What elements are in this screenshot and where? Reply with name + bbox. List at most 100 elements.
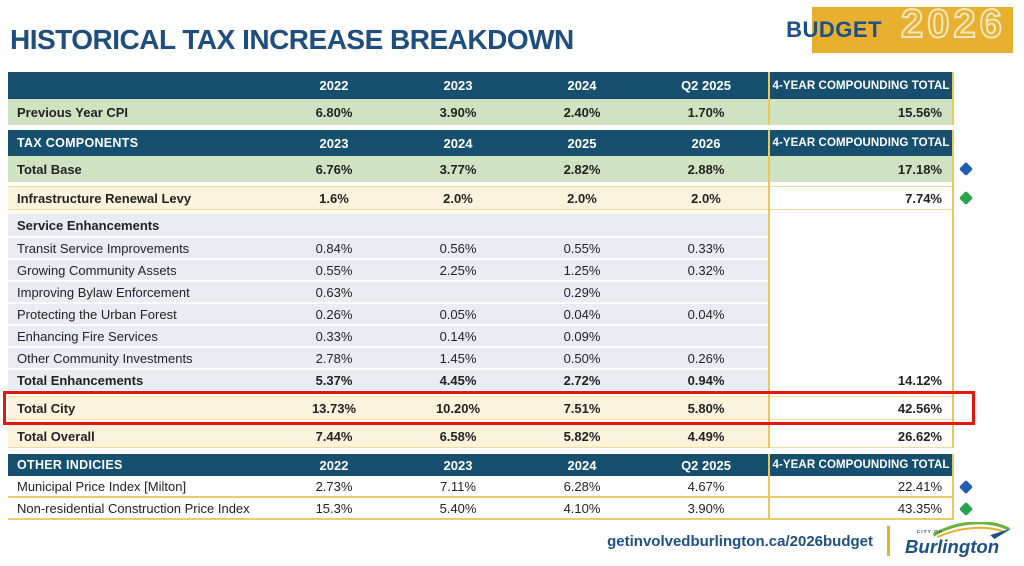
value-cell: 10.20% — [435, 400, 481, 416]
value-cell: 0.55% — [563, 240, 601, 256]
total-cell: 17.18% — [897, 161, 942, 177]
value-cell: 1.6% — [319, 190, 349, 206]
value-cell: 5.40% — [439, 500, 477, 516]
budget-logo-gold-box — [812, 7, 1013, 53]
row-label: Enhancing Fire Services — [17, 328, 158, 344]
total-cell — [768, 238, 954, 258]
value-cell: 0.04% — [687, 306, 725, 322]
column-header: 4-YEAR COMPOUNDING TOTAL — [772, 459, 950, 471]
table-section-title: OTHER INDICIES — [17, 458, 123, 472]
column-header: 2023 — [443, 457, 473, 473]
table-row: Previous Year CPI 6.80% 3.90% 2.40% 1.70% 15.… — [8, 99, 954, 125]
logo-swoosh-green — [932, 522, 1010, 537]
column-header: 4-YEAR COMPOUNDING TOTAL — [772, 137, 950, 149]
table-row: Enhancing Fire Services 0.33% 0.14% 0.09% — [8, 326, 954, 348]
column-header: Q2 2025 — [681, 457, 731, 473]
value-cell: 6.76% — [315, 161, 353, 177]
value-cell: 6.58% — [439, 428, 477, 444]
row-label: Total City — [17, 400, 76, 416]
value-cell: 0.29% — [563, 284, 601, 300]
table-section-title: TAX COMPONENTS — [17, 136, 139, 150]
value-cell: 3.90% — [439, 104, 477, 120]
table-row: Total Enhancements 5.37% 4.45% 2.72% 0.94% 14… — [8, 370, 954, 392]
value-cell — [644, 282, 768, 302]
burlington-logo: CITY OF Burlington — [905, 522, 1012, 557]
total-cell — [768, 326, 954, 346]
value-cell: 0.05% — [439, 306, 477, 322]
row-label: Transit Service Improvements — [17, 240, 190, 256]
total-cell: 7.74% — [768, 187, 954, 209]
table-row: Other Community Investments 2.78% 1.45% 0.5… — [8, 348, 954, 370]
value-cell: 6.28% — [563, 478, 601, 494]
column-header: 2024 — [443, 135, 473, 151]
total-cell: 43.35% — [897, 500, 942, 516]
value-cell: 2.82% — [563, 161, 601, 177]
table-tax-components: TAX COMPONENTS 2023 2024 2025 2026 4-YEAR COM… — [8, 130, 954, 448]
value-cell: 4.49% — [687, 428, 725, 444]
column-header: Q2 2025 — [681, 78, 731, 93]
budget-logo-word: BUDGET — [786, 17, 882, 42]
value-cell: 7.44% — [315, 428, 353, 444]
value-cell — [644, 326, 768, 346]
value-cell: 0.63% — [315, 284, 353, 300]
row-label: Growing Community Assets — [17, 262, 177, 278]
value-cell — [396, 214, 520, 236]
row-label: Total Base — [17, 161, 82, 177]
value-cell: 7.51% — [563, 400, 601, 416]
value-cell: 0.55% — [315, 262, 353, 278]
row-label: Infrastructure Renewal Levy — [17, 190, 192, 206]
column-header: 2022 — [319, 457, 349, 473]
table-other-indicies: OTHER INDICIES 2022 2023 2024 Q2 2025 4-YEAR … — [8, 454, 954, 520]
value-cell: 2.40% — [563, 104, 601, 120]
value-cell — [272, 214, 396, 236]
value-cell: 5.37% — [315, 372, 353, 388]
value-cell: 0.56% — [439, 240, 477, 256]
total-column-left-border — [768, 130, 770, 448]
value-cell: 2.0% — [567, 190, 597, 206]
value-cell: 13.73% — [311, 400, 357, 416]
row-label: Protecting the Urban Forest — [17, 306, 177, 322]
row-gap — [8, 210, 954, 214]
value-cell: 4.10% — [563, 500, 601, 516]
table-row: Service Enhancements — [8, 214, 954, 238]
green-diamond-icon — [958, 501, 974, 517]
value-cell: 7.11% — [440, 478, 476, 494]
column-header: 2023 — [443, 78, 473, 93]
column-header: 2026 — [691, 135, 721, 151]
value-cell: 15.3% — [315, 500, 353, 516]
column-header: 2022 — [319, 78, 349, 93]
column-header: 4-YEAR COMPOUNDING TOTAL — [772, 79, 950, 92]
total-cell — [768, 348, 954, 368]
total-column-right-border — [952, 72, 954, 125]
value-cell: 0.94% — [687, 372, 725, 388]
value-cell: 4.67% — [687, 478, 725, 494]
value-cell: 1.70% — [687, 104, 725, 120]
value-cell — [520, 214, 644, 236]
page-title: HISTORICAL TAX INCREASE BREAKDOWN — [10, 24, 574, 55]
value-cell: 3.77% — [439, 161, 477, 177]
column-header: 2024 — [567, 457, 597, 473]
table-header-row: OTHER INDICIES 2022 2023 2024 Q2 2025 4-YEAR … — [8, 454, 954, 476]
value-cell: 1.25% — [563, 262, 601, 278]
row-label: Non-residential Construction Price Index — [17, 500, 250, 516]
column-header: 2024 — [567, 78, 597, 93]
footer: getinvolvedburlington.ca/2026budget CITY… — [607, 522, 1012, 560]
table-row: Transit Service Improvements 0.84% 0.56% 0.… — [8, 238, 954, 260]
table-row: Infrastructure Renewal Levy 1.6% 2.0% 2.0% 2… — [8, 186, 954, 210]
total-cell — [768, 260, 954, 280]
value-cell: 1.45% — [439, 350, 477, 366]
value-cell: 2.88% — [687, 161, 725, 177]
total-cell: 42.56% — [768, 397, 954, 419]
table-previous-year-cpi: 2022 2023 2024 Q2 2025 4-YEAR COMPOUNDING TO… — [8, 72, 954, 125]
total-column-right-border — [952, 130, 954, 448]
budget-url-link[interactable]: getinvolvedburlington.ca/2026budget — [607, 532, 873, 550]
table-row: Improving Bylaw Enforcement 0.63% 0.29% — [8, 282, 954, 304]
row-label: Other Community Investments — [17, 350, 193, 366]
value-cell: 0.33% — [687, 240, 725, 256]
value-cell — [644, 214, 768, 236]
blue-diamond-icon — [958, 161, 974, 177]
row-label: Municipal Price Index [Milton] — [17, 478, 187, 494]
value-cell: 0.32% — [687, 262, 725, 278]
total-column-left-border — [768, 454, 770, 520]
